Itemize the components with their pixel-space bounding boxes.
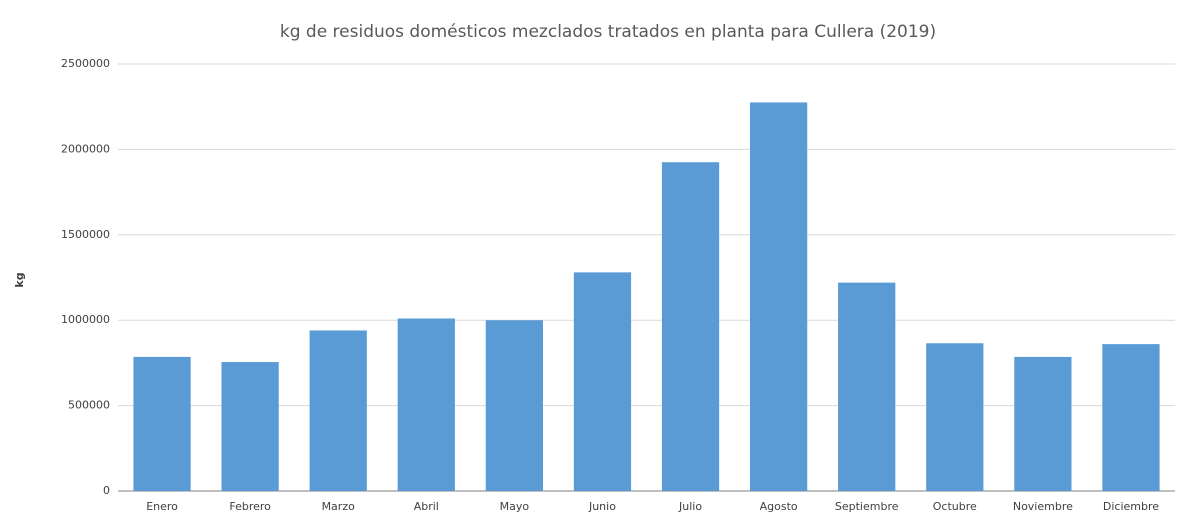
bar xyxy=(133,356,191,491)
x-tick-label: Abril xyxy=(414,500,439,513)
x-tick-label: Junio xyxy=(588,500,616,513)
bar xyxy=(221,362,279,491)
y-tick-label: 1500000 xyxy=(61,228,110,241)
x-tick-label: Enero xyxy=(146,500,178,513)
x-tick-label: Febrero xyxy=(229,500,271,513)
bar xyxy=(485,320,544,491)
y-tick-label: 1000000 xyxy=(61,313,110,326)
bar xyxy=(309,330,367,491)
bar xyxy=(573,272,632,491)
y-axis-label: kg xyxy=(13,272,26,287)
x-tick-label: Julio xyxy=(678,500,702,513)
x-tick-label: Marzo xyxy=(322,500,356,513)
bar xyxy=(1102,344,1160,491)
bar xyxy=(926,343,984,491)
bar xyxy=(749,102,808,492)
x-tick-label: Diciembre xyxy=(1103,500,1159,513)
bar xyxy=(838,282,896,491)
y-tick-label: 0 xyxy=(103,484,110,497)
y-tick-label: 500000 xyxy=(68,399,110,412)
x-tick-label: Noviembre xyxy=(1013,500,1073,513)
y-tick-label: 2500000 xyxy=(61,57,110,70)
bar xyxy=(1014,356,1072,491)
x-tick-label: Mayo xyxy=(500,500,530,513)
chart-title: kg de residuos domésticos mezclados trat… xyxy=(280,22,936,42)
x-tick-label: Agosto xyxy=(760,500,798,513)
y-tick-label: 2000000 xyxy=(61,142,110,155)
x-tick-label: Octubre xyxy=(933,500,977,513)
x-tick-label: Septiembre xyxy=(835,500,899,513)
bar xyxy=(661,162,720,491)
bar xyxy=(397,318,455,491)
